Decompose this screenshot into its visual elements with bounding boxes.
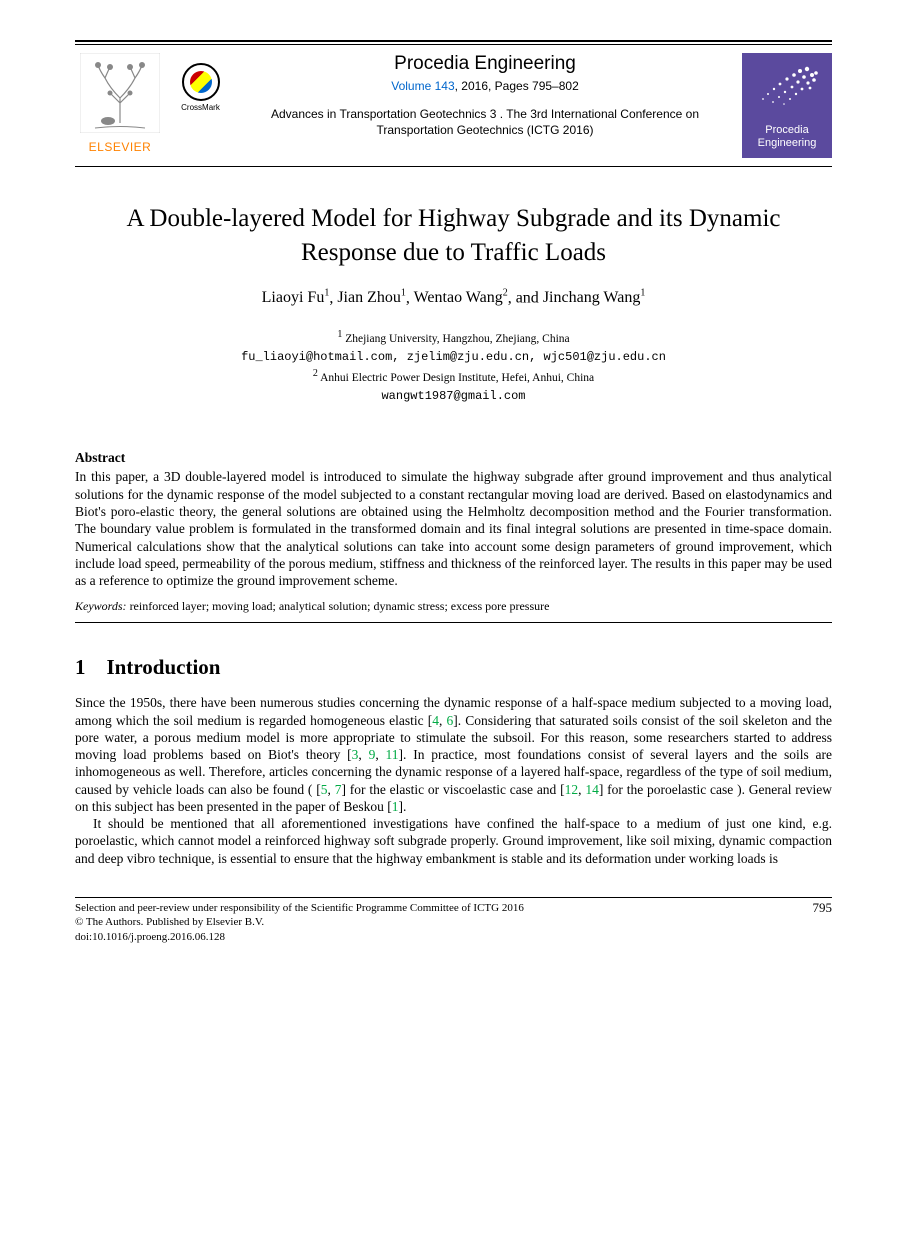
footer-line-1: Selection and peer-review under responsi…	[75, 901, 832, 915]
section-1-heading: 1 Introduction	[75, 655, 832, 680]
author-1: Liaoyi Fu1	[262, 289, 330, 306]
intro-para-2: It should be mentioned that all aforemen…	[75, 815, 832, 867]
footer-doi: doi:10.1016/j.proeng.2016.06.128	[75, 930, 832, 944]
footer: 795 Selection and peer-review under resp…	[75, 897, 832, 944]
emails-2[interactable]: wangwt1987@gmail.com	[381, 389, 525, 403]
keywords-content: reinforced layer; moving load; analytica…	[130, 599, 550, 613]
keywords-divider	[75, 622, 832, 623]
volume-link[interactable]: Volume 143	[391, 79, 454, 93]
abstract-heading: Abstract	[75, 450, 832, 466]
keywords: Keywords: reinforced layer; moving load;…	[75, 599, 832, 614]
footer-line-2: © The Authors. Published by Elsevier B.V…	[75, 915, 832, 929]
crossmark-block[interactable]: CrossMark	[173, 63, 228, 112]
procedia-badge-text: ProcediaEngineering	[758, 124, 817, 150]
affiliation-2: Anhui Electric Power Design Institute, H…	[320, 372, 594, 384]
footer-divider	[75, 897, 832, 898]
cite-4[interactable]: 4	[432, 713, 439, 728]
section-1-body: Since the 1950s, there have been numerou…	[75, 694, 832, 867]
author-3: Wentao Wang2	[414, 289, 508, 306]
keywords-label: Keywords:	[75, 599, 127, 613]
procedia-badge: ProcediaEngineering	[742, 53, 832, 158]
author-2: Jian Zhou1	[337, 289, 406, 306]
procedia-dots-icon	[752, 61, 822, 111]
crossmark-icon	[182, 63, 220, 101]
cite-3[interactable]: 3	[352, 747, 359, 762]
affiliation-1: Zhejiang University, Hangzhou, Zhejiang,…	[345, 333, 569, 345]
paper-title: A Double-layered Model for Highway Subgr…	[75, 202, 832, 270]
journal-info: Procedia Engineering Volume 143, 2016, P…	[228, 53, 742, 138]
page-number: 795	[813, 900, 833, 917]
cite-11[interactable]: 11	[386, 747, 399, 762]
title-section: A Double-layered Model for Highway Subgr…	[75, 202, 832, 405]
cite-12[interactable]: 12	[565, 782, 579, 797]
elsevier-label: ELSEVIER	[75, 140, 165, 154]
author-4: Jinchang Wang1	[543, 289, 646, 306]
cite-14[interactable]: 14	[585, 782, 599, 797]
journal-header: ELSEVIER CrossMark Procedia Engineering …	[75, 44, 832, 167]
cite-9[interactable]: 9	[369, 747, 376, 762]
affiliations: 1 Zhejiang University, Hangzhou, Zhejian…	[75, 327, 832, 406]
authors-line: Liaoyi Fu1, Jian Zhou1, Wentao Wang2, an…	[75, 288, 832, 307]
intro-para-1: Since the 1950s, there have been numerou…	[75, 694, 832, 815]
header-rule-top	[75, 40, 832, 42]
crossmark-label: CrossMark	[173, 103, 228, 112]
year-pages: , 2016, Pages 795–802	[455, 79, 579, 93]
abstract-text: In this paper, a 3D double-layered model…	[75, 468, 832, 589]
journal-name: Procedia Engineering	[238, 53, 732, 75]
cite-5[interactable]: 5	[321, 782, 328, 797]
abstract-section: Abstract In this paper, a 3D double-laye…	[75, 450, 832, 623]
conference-info: Advances in Transportation Geotechnics 3…	[238, 107, 732, 138]
elsevier-logo-block[interactable]: ELSEVIER	[75, 53, 165, 154]
emails-1[interactable]: fu_liaoyi@hotmail.com, zjelim@zju.edu.cn…	[241, 350, 666, 364]
cite-1[interactable]: 1	[392, 799, 399, 814]
volume-info: Volume 143, 2016, Pages 795–802	[238, 79, 732, 93]
elsevier-tree-icon	[80, 53, 160, 133]
